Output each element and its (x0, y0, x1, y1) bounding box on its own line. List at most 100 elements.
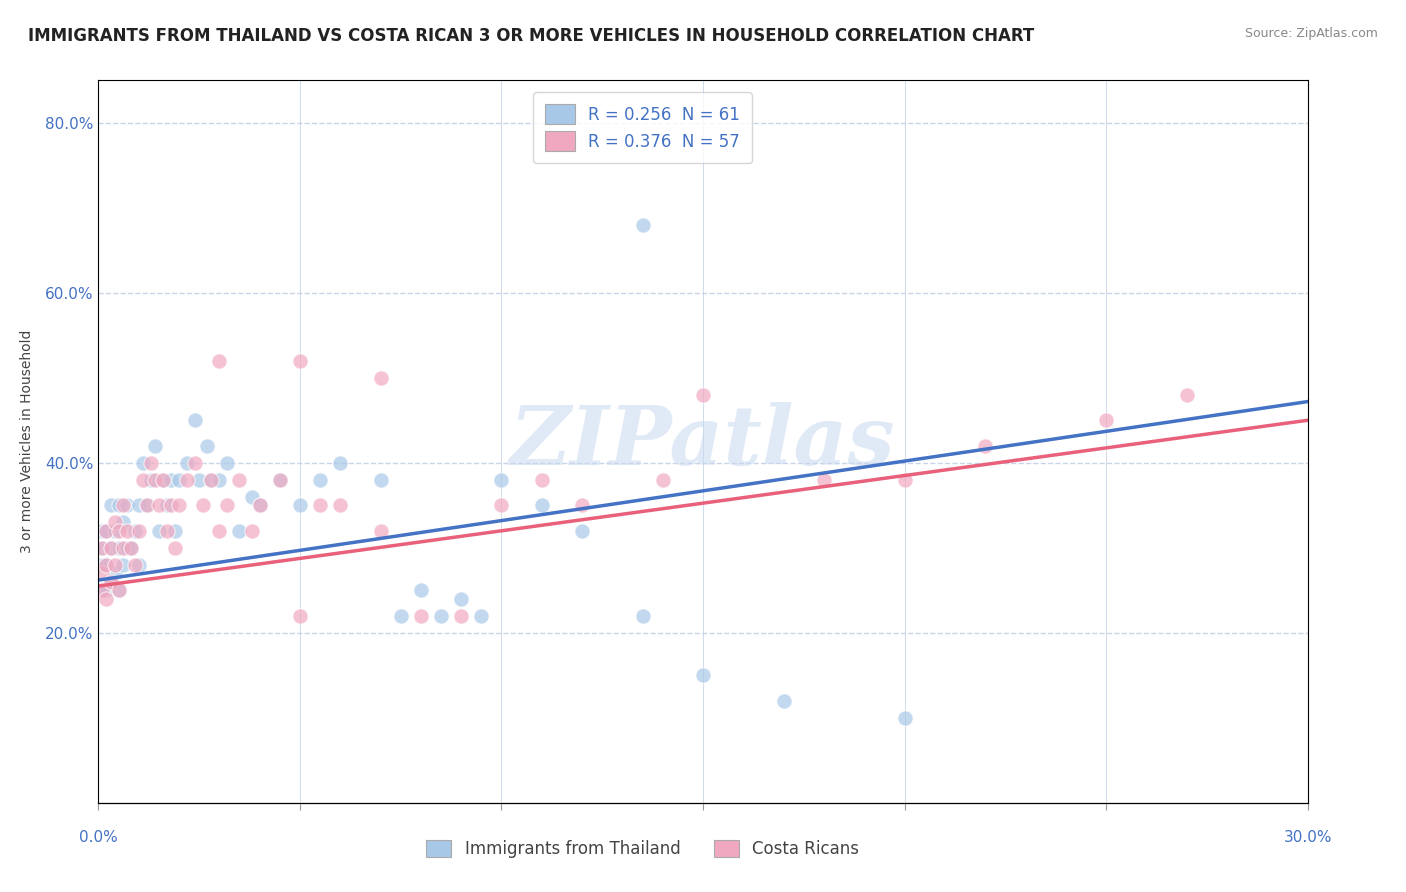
Point (651, 473, 673, 487)
Point (450, 591, 472, 606)
Text: ZIPatlas: ZIPatlas (510, 401, 896, 482)
Point (240, 490, 263, 504)
Point (91, 566, 114, 581)
Point (409, 583, 432, 598)
Point (309, 498, 332, 512)
Point (530, 473, 553, 487)
Point (188, 473, 211, 487)
Point (571, 524, 593, 538)
Y-axis label: 3 or more Vehicles in Household: 3 or more Vehicles in Household (20, 330, 34, 553)
Point (329, 498, 352, 512)
Point (103, 566, 125, 581)
Point (91, 524, 114, 538)
Point (124, 524, 146, 538)
Point (107, 583, 129, 598)
Point (176, 473, 198, 487)
Point (107, 524, 129, 538)
Point (103, 524, 125, 538)
Point (111, 541, 134, 555)
Point (370, 524, 392, 538)
Point (96, 583, 118, 598)
Point (631, 608, 654, 623)
Point (107, 583, 129, 598)
Point (91, 558, 114, 572)
Point (240, 524, 263, 538)
Point (208, 524, 231, 538)
Point (148, 524, 170, 538)
Point (156, 498, 179, 512)
Point (132, 456, 155, 470)
Point (269, 473, 291, 487)
Point (124, 558, 146, 572)
Point (631, 218, 654, 232)
Point (409, 608, 432, 623)
Point (100, 541, 122, 555)
Point (107, 541, 129, 555)
Point (288, 608, 311, 623)
Point (120, 541, 142, 555)
Point (91, 583, 114, 598)
Point (143, 473, 166, 487)
Point (329, 456, 352, 470)
Point (200, 473, 222, 487)
Point (184, 413, 207, 427)
Point (184, 456, 207, 470)
Text: 0.0%: 0.0% (79, 830, 118, 845)
Point (91, 583, 114, 598)
Point (195, 439, 218, 453)
Point (115, 524, 138, 538)
Point (160, 473, 183, 487)
Point (1175, 388, 1198, 402)
Point (813, 473, 835, 487)
Point (139, 473, 162, 487)
Text: IMMIGRANTS FROM THAILAND VS COSTA RICAN 3 OR MORE VEHICLES IN HOUSEHOLD CORRELAT: IMMIGRANTS FROM THAILAND VS COSTA RICAN … (28, 27, 1035, 45)
Point (193, 498, 215, 512)
Legend: Immigrants from Thailand, Costa Ricans: Immigrants from Thailand, Costa Ricans (418, 832, 868, 867)
Point (139, 456, 162, 470)
Point (692, 388, 714, 402)
Point (91, 541, 114, 555)
Point (152, 473, 174, 487)
Point (128, 524, 150, 538)
Point (571, 498, 593, 512)
Text: Source: ZipAtlas.com: Source: ZipAtlas.com (1244, 27, 1378, 40)
Point (96, 524, 118, 538)
Point (100, 574, 122, 589)
Point (135, 498, 157, 512)
Point (163, 524, 186, 538)
Point (176, 456, 198, 470)
Point (228, 473, 250, 487)
Point (491, 498, 513, 512)
Point (120, 541, 142, 555)
Point (249, 498, 271, 512)
Point (100, 574, 122, 589)
Point (96, 524, 118, 538)
Point (111, 516, 134, 530)
Point (974, 439, 997, 453)
Point (288, 498, 311, 512)
Point (128, 558, 150, 572)
Point (530, 498, 553, 512)
Point (200, 473, 222, 487)
Point (100, 541, 122, 555)
Point (111, 498, 134, 512)
Point (208, 473, 231, 487)
Point (156, 524, 179, 538)
Point (103, 558, 125, 572)
Point (491, 473, 513, 487)
Point (370, 473, 392, 487)
Point (217, 498, 239, 512)
Point (96, 591, 118, 606)
Point (111, 558, 134, 572)
Point (450, 608, 472, 623)
Point (1095, 413, 1118, 427)
Point (115, 498, 138, 512)
Point (430, 608, 453, 623)
Point (167, 498, 190, 512)
Point (370, 371, 392, 385)
Point (91, 541, 114, 555)
Point (470, 608, 492, 623)
Point (96, 558, 118, 572)
Point (692, 668, 714, 682)
Point (208, 353, 231, 368)
